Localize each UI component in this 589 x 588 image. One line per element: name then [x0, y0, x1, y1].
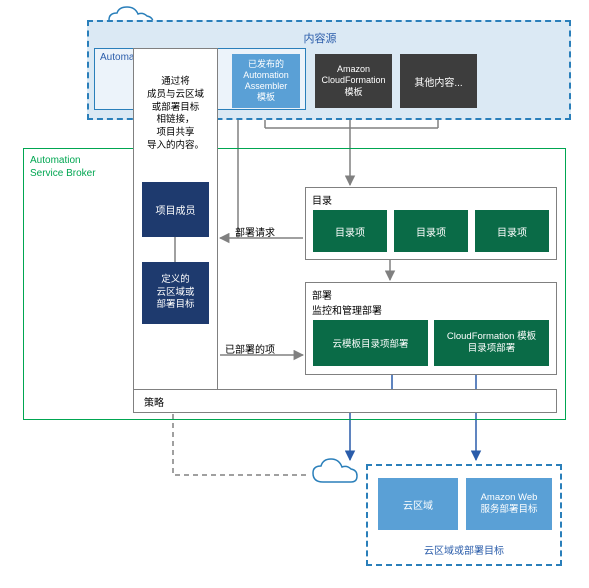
service-broker-label: Automation Service Broker	[30, 155, 96, 180]
dt2: 部署目标	[156, 299, 194, 311]
li4: 项目共享	[156, 127, 194, 140]
catalog-item-1: 目录项	[313, 210, 387, 252]
pt-l2: Assembler	[245, 81, 288, 92]
catalog-item-2: 目录项	[394, 210, 468, 252]
deploy-request-label: 部署请求	[235, 224, 275, 239]
catalog-title: 目录	[312, 192, 332, 207]
defined-targets-box: 定义的 云区域或 部署目标	[142, 262, 209, 324]
pt-l1: Automation	[243, 70, 289, 81]
li3: 相链接，	[156, 114, 194, 127]
li2: 或部署目标	[152, 102, 200, 115]
published-template-box: 已发布的 Automation Assembler 模板	[232, 54, 300, 108]
policy-box: 策略	[133, 389, 557, 413]
cloud-template-deploy-box: 云模板目录项部署	[313, 320, 428, 366]
left-intro: 通过将 成员与云区域 或部署目标 相链接， 项目共享 导入的内容。	[135, 76, 216, 153]
left-join-icon	[170, 237, 180, 262]
sb-l0: Automation	[30, 155, 96, 168]
cloud-zone-box: 云区域	[378, 478, 458, 530]
aws0: Amazon Web	[481, 492, 538, 504]
aws-target-box: Amazon Web 服务部署目标	[466, 478, 552, 530]
cfd1: 目录项部署	[468, 343, 516, 355]
dt1: 云区域或	[156, 287, 194, 299]
cloud-icon-bottom	[309, 456, 361, 490]
project-members-box: 项目成员	[142, 182, 209, 237]
pt-l0: 已发布的	[248, 59, 284, 70]
cf-l0: Amazon	[337, 64, 370, 75]
other-content-box: 其他内容...	[400, 54, 477, 108]
li5: 导入的内容。	[147, 140, 204, 153]
deployment-title: 部署	[312, 287, 332, 302]
deployed-item-label: 已部署的项	[225, 341, 275, 356]
pt-l3: 模板	[257, 92, 275, 103]
content-sources-title: 内容源	[260, 30, 380, 46]
bottom-footer: 云区域或部署目标	[366, 542, 562, 557]
cf-l1: CloudFormation	[321, 75, 385, 86]
cloudformation-box: Amazon CloudFormation 模板	[315, 54, 392, 108]
dt0: 定义的	[161, 274, 190, 286]
cf-template-deploy-box: CloudFormation 模板 目录项部署	[434, 320, 549, 366]
li1: 成员与云区域	[147, 89, 204, 102]
deployment-subtitle: 监控和管理部署	[312, 302, 382, 317]
cfd0: CloudFormation 模板	[447, 331, 536, 343]
sb-l1: Service Broker	[30, 168, 96, 181]
aws1: 服务部署目标	[480, 504, 537, 516]
catalog-item-3: 目录项	[475, 210, 549, 252]
li0: 通过将	[161, 76, 190, 89]
cf-l2: 模板	[344, 87, 362, 98]
